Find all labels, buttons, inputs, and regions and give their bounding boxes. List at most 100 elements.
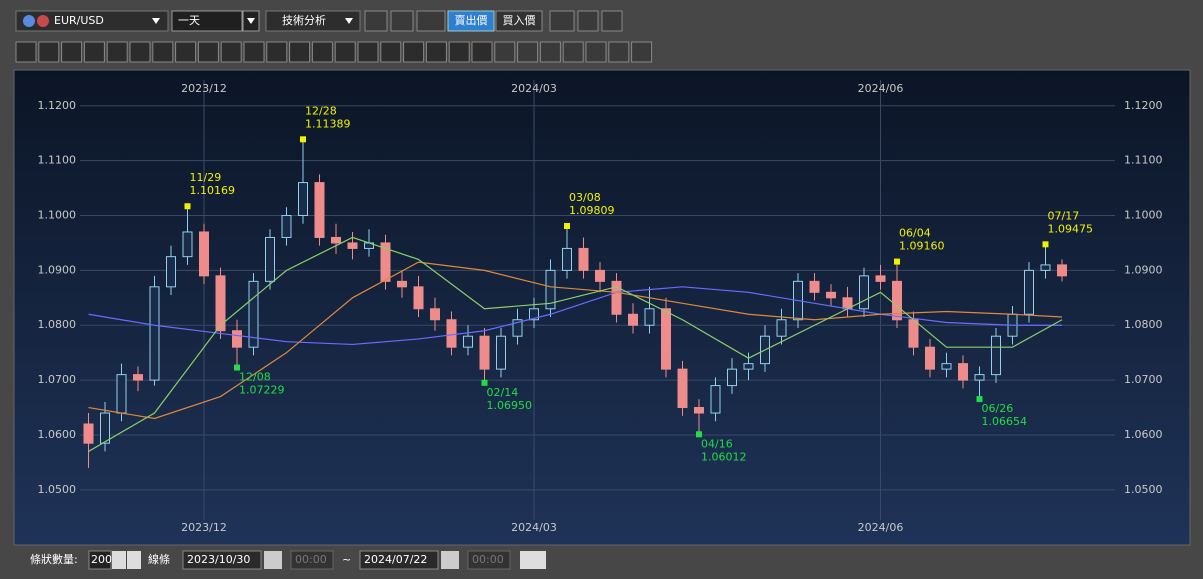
tool-button[interactable] [243,41,265,63]
count-up[interactable] [127,551,141,569]
candle-body [743,363,754,370]
moving-average [88,236,1063,452]
candle-body [298,182,308,217]
candle-body [628,313,638,326]
tool-button[interactable] [61,41,83,63]
candle-body [677,368,688,409]
tool-button[interactable] [334,41,356,63]
tool-button[interactable] [403,41,425,63]
period-select[interactable] [171,10,243,32]
candle-body [166,256,176,288]
tool-button[interactable] [106,41,128,63]
y-tick-label: 1.0800 [38,318,77,331]
y-tick-label: 1.0900 [38,263,77,276]
candle-body [595,269,605,282]
extreme-value: 1.09160 [899,240,945,253]
tool-button[interactable] [197,41,219,63]
from-date: 2023/10/30 [187,553,250,566]
tool-button[interactable] [83,41,105,63]
tool-button[interactable] [175,41,197,63]
tool-button[interactable] [129,41,151,63]
y-tick-label: 1.0500 [1124,483,1163,496]
candle-body [248,280,259,348]
sell-button[interactable] [447,10,495,32]
count-field[interactable] [88,550,112,570]
tool-button[interactable] [562,41,584,63]
tool-button[interactable] [425,41,447,63]
analysis-select[interactable] [265,10,361,32]
candle-body [149,286,160,381]
candle-body [512,319,523,337]
tool-button[interactable] [289,41,311,63]
info-button[interactable] [390,10,414,32]
tool-button[interactable] [448,41,470,63]
candle-body [100,412,110,444]
tool-button[interactable] [539,41,561,63]
candle-body [892,280,902,321]
extreme-date: 07/17 [1048,209,1080,222]
to-date-field[interactable] [359,550,439,570]
zoom-out-button[interactable] [577,10,599,32]
symbol: EUR/USD [54,14,104,27]
y-tick-label: 1.0700 [1124,373,1163,386]
tool-button[interactable] [494,41,516,63]
count: 200 [91,553,112,566]
tool-button[interactable] [517,41,539,63]
symbol-select[interactable] [15,10,169,32]
candle-body [314,182,325,238]
candle-body [710,385,721,414]
candle-body [958,363,968,381]
tool-button[interactable] [38,41,60,63]
to-time-field[interactable] [467,550,511,570]
area-button[interactable] [416,10,446,32]
tool-button[interactable] [311,41,333,63]
extreme-date: 02/14 [487,386,519,399]
from-time: 00:00 [295,553,327,566]
candle-body [809,280,820,293]
extreme-date: 04/16 [701,437,733,450]
candle-body [545,269,556,310]
from-time-field[interactable] [290,550,334,570]
candle-body [1024,269,1034,315]
extreme-value: 1.09809 [569,204,615,217]
calendar-button[interactable] [264,551,282,569]
tool-button[interactable] [220,41,242,63]
candle-body [776,319,787,337]
candle-body [430,308,440,321]
to-date: 2024/07/22 [364,553,427,566]
tool-button[interactable] [15,41,37,63]
moving-average [88,286,1062,346]
candle-body [199,231,209,277]
tool-button[interactable] [266,41,288,63]
candle-body [578,247,589,271]
tool-button[interactable] [357,41,379,63]
sell: 賣出價 [455,13,488,27]
from-date-field[interactable] [182,550,262,570]
calendar-button[interactable] [441,551,459,569]
tool-button[interactable] [380,41,402,63]
extreme-date: 03/08 [569,191,601,204]
apply-button[interactable] [520,551,546,569]
extreme-value: 1.06654 [982,415,1028,428]
candle-body [661,308,671,370]
tool-button[interactable] [585,41,607,63]
zoom-in-button[interactable] [601,10,623,32]
dropdown-arrow [345,18,353,24]
y-tick-label: 1.0900 [1124,263,1163,276]
tool-button[interactable] [471,41,493,63]
pen-button[interactable] [364,10,388,32]
candle-body [1040,264,1051,271]
tilde: ~ [342,553,351,566]
buy-button[interactable] [495,10,543,32]
chart-button[interactable] [549,10,575,32]
dropdown-arrow [247,18,255,24]
candle-body [446,319,457,348]
analysis: 技術分析 [282,13,326,27]
candle-body [908,319,919,348]
count-down[interactable] [112,551,126,569]
extreme-value: 1.07229 [239,384,285,397]
tool-button[interactable] [608,41,630,63]
tool-button[interactable] [631,41,653,63]
tool-button[interactable] [152,41,174,63]
